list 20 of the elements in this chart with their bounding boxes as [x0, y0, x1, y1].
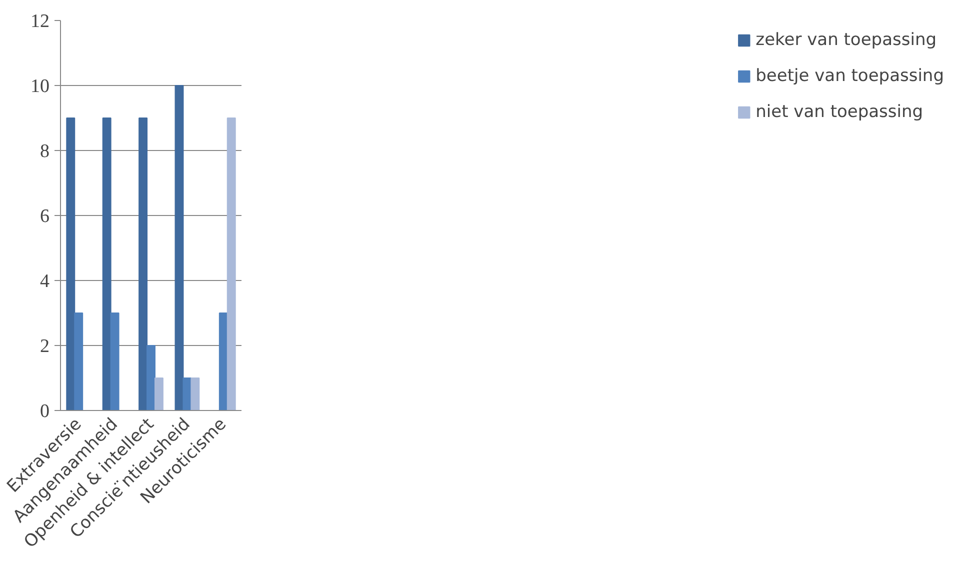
- bar: [226, 118, 236, 410]
- bar: [102, 118, 112, 410]
- bar: [74, 312, 84, 410]
- y-tick-label: 0: [40, 401, 50, 422]
- y-tick-label: 2: [40, 336, 50, 357]
- bar: [138, 118, 148, 410]
- bar: [190, 378, 200, 410]
- y-tick-label: 4: [40, 271, 50, 292]
- legend-label: niet van toepassing: [756, 102, 924, 122]
- legend-label: zeker van toepassing: [756, 30, 937, 50]
- bar: [146, 345, 156, 410]
- y-tick-label: 6: [40, 206, 50, 227]
- bar: [154, 378, 164, 410]
- legend-label: beetje van toepassing: [756, 66, 944, 86]
- y-tick-label: 8: [40, 141, 50, 162]
- y-tick-label: 10: [30, 76, 50, 97]
- bar: [66, 118, 76, 410]
- bar: [174, 85, 184, 410]
- y-tick-label: 12: [30, 11, 50, 32]
- bar: [110, 312, 120, 410]
